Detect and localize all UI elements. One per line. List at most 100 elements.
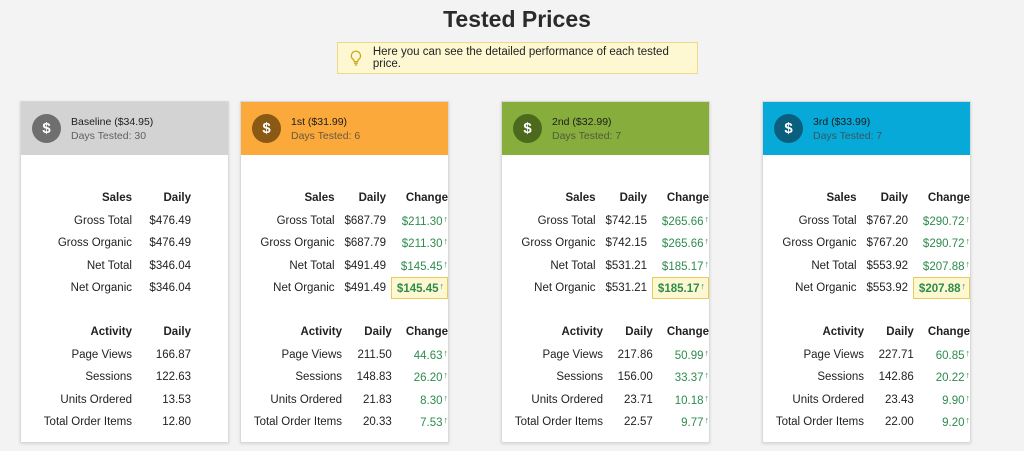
table-row: Units Ordered 21.83 8.30↑ [241,389,448,412]
row-label: Net Organic [70,282,132,295]
activity-table: Activity Daily Change Page Views 211.50 44… [241,321,448,434]
change-header: Change [666,326,709,339]
sales-table: Sales Daily Change Gross Total $742.15 $26… [502,187,709,300]
change-value: 9.20↑ [914,411,970,434]
arrow-up-icon: ↑ [704,213,710,224]
tested-price-card-1st: $ 1st ($31.99) Days Tested: 6 Sales Dail… [240,101,449,443]
row-label: Units Ordered [60,393,132,406]
row-label: Page Views [803,348,865,361]
tested-price-card-3rd: $ 3rd ($33.99) Days Tested: 7 Sales Dail… [762,101,971,443]
arrow-up-icon: ↑ [439,281,445,292]
row-label: Sessions [295,371,343,384]
sales-table: Sales Daily Gross Total $476.49 Gross Org… [21,187,191,300]
row-label: Units Ordered [792,393,865,406]
table-row: Gross Organic $476.49 [21,232,191,255]
daily-value: $491.49 [344,282,387,295]
days-tested: Days Tested: 7 [552,129,622,142]
change-header: Change [927,192,970,205]
sales-table: Sales Daily Change Gross Total $767.20 $29… [763,187,970,300]
arrow-up-icon: ↑ [443,236,449,247]
change-amount: 50.99 [674,349,704,362]
change-amount: $265.66 [661,215,704,228]
tested-price-card-2nd: $ 2nd ($32.99) Days Tested: 7 Sales Dail… [501,101,710,443]
sales-header: Sales [565,192,596,205]
change-value: $211.30↑ [386,210,448,233]
row-label: Net Total [811,259,857,272]
change-value: 44.63↑ [392,344,448,367]
table-row: Total Order Items 22.57 9.77↑ [502,411,709,434]
daily-value: 122.63 [155,371,191,384]
table-row: Net Total $346.04 [21,255,191,278]
change-amount: $211.30 [401,238,443,251]
highlight-box: $207.88↑ [912,277,970,300]
table-row: Page Views 227.71 60.85↑ [763,344,970,367]
baseline-price-card: $ Baseline ($34.95) Days Tested: 30 Sale… [20,101,229,443]
daily-header: Daily [364,326,392,339]
row-label: Gross Total [74,214,132,227]
row-label: Total Order Items [253,416,343,429]
row-label: Total Order Items [43,416,132,429]
change-header: Change [666,192,709,205]
dollar-coin-icon: $ [252,114,281,143]
change-amount: 20.22 [935,372,965,385]
daily-value: 22.00 [885,416,914,429]
change-amount: 7.53 [420,417,443,430]
activity-header: Activity [90,326,132,339]
change-amount: $145.45 [400,260,443,273]
dollar-coin-icon: $ [32,114,61,143]
change-amount: $207.88 [922,260,965,273]
daily-value: 12.80 [162,416,191,429]
row-label: Net Total [289,259,335,272]
arrow-up-icon: ↑ [443,415,449,426]
arrow-up-icon: ↑ [443,392,449,403]
change-amount: 9.77 [681,417,704,430]
change-value: 50.99↑ [653,344,709,367]
row-label: Sessions [817,371,865,384]
row-label: Gross Total [537,214,596,227]
change-amount: 9.90 [942,394,965,407]
table-row: Units Ordered 23.71 10.18↑ [502,389,709,412]
daily-header: Daily [625,326,653,339]
daily-value: $476.49 [149,214,191,227]
row-label: Net Total [550,259,596,272]
arrow-up-icon: ↑ [443,213,449,224]
table-header-row: Sales Daily Change [241,187,448,210]
change-value: $207.88↑ [908,255,970,278]
row-label: Sessions [556,371,604,384]
change-amount: 26.20 [413,372,443,385]
sales-header: Sales [826,192,857,205]
table-row: Gross Total $687.79 $211.30↑ [241,210,448,233]
row-label: Total Order Items [514,416,604,429]
row-label: Gross Total [276,214,335,227]
change-header: Change [405,326,448,339]
table-row: Net Organic $531.21 $185.17↑ [502,277,709,300]
daily-value: $531.21 [605,259,648,272]
table-row: Net Organic $491.49 $145.45↑ [241,277,448,300]
change-value: $185.17↑ [647,255,709,278]
table-row: Sessions 142.86 20.22↑ [763,366,970,389]
card-header: $ 1st ($31.99) Days Tested: 6 [241,102,448,155]
change-amount: $290.72 [922,215,965,228]
daily-value: 23.43 [885,393,914,406]
daily-value: $346.04 [149,259,191,272]
row-label: Gross Organic [57,237,132,250]
activity-table: Activity Daily Page Views 166.87 Sessions… [21,321,191,434]
activity-header: Activity [300,326,343,339]
table-row: Units Ordered 13.53 [21,389,191,412]
table-header-row: Activity Daily [21,321,191,344]
daily-header: Daily [163,192,192,205]
price-name: 1st ($31.99) [291,115,348,128]
daily-header: Daily [358,192,387,205]
change-value: 10.18↑ [653,389,709,412]
arrow-up-icon: ↑ [443,370,449,381]
change-value: 7.53↑ [392,411,448,434]
daily-value: 217.86 [617,348,653,361]
change-value: 20.22↑ [914,366,970,389]
change-value: 9.77↑ [653,411,709,434]
daily-value: $553.92 [866,259,909,272]
change-value-highlight: $185.17↑ [647,277,709,300]
change-amount: 8.30 [420,394,443,407]
change-amount: $145.45 [396,283,439,296]
table-row: Total Order Items 22.00 9.20↑ [763,411,970,434]
change-value: $265.66↑ [647,232,709,255]
